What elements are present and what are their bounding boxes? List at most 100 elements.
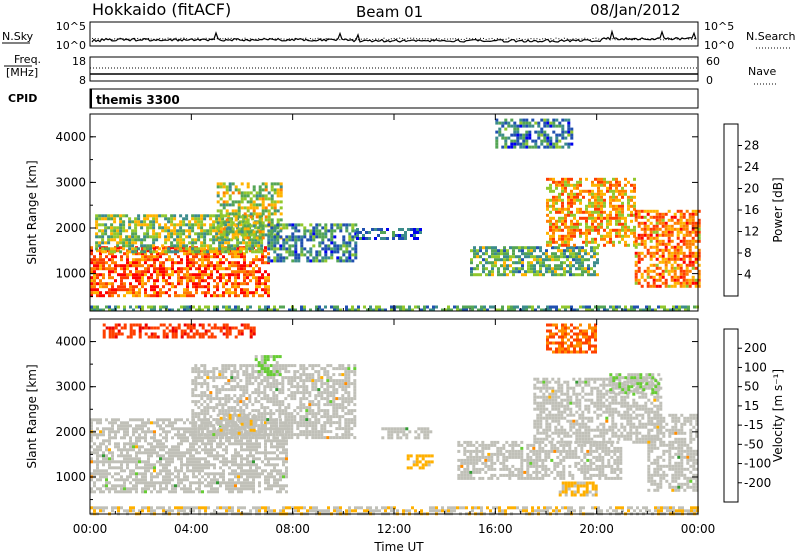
scatter-cell (96, 448, 99, 452)
scatter-cell (255, 276, 258, 280)
scatter-cell (170, 217, 174, 221)
scatter-cell (513, 308, 516, 312)
scatter-cell (243, 481, 246, 485)
scatter-cell (655, 221, 659, 225)
scatter-cell (269, 388, 273, 392)
scatter-cell (147, 481, 150, 485)
scatter-cell (209, 238, 213, 242)
scatter-cell (546, 201, 549, 205)
scatter-cell (593, 273, 596, 277)
scatter-cell (240, 233, 244, 237)
scatter-cell (108, 267, 111, 271)
scatter-cell (590, 255, 593, 259)
scatter-cell (664, 284, 668, 288)
scatter-cell (195, 261, 198, 265)
scatter-cell (191, 379, 195, 383)
scatter-cell (615, 305, 618, 309)
scatter-cell (470, 258, 473, 262)
scatter-cell (555, 308, 558, 312)
scatter-cell (495, 130, 499, 134)
scatter-cell (188, 226, 192, 230)
scatter-cell (282, 259, 286, 263)
freq-unit-label: [MHz] (6, 66, 38, 79)
scatter-cell (575, 273, 578, 277)
scatter-cell (597, 204, 600, 208)
scatter-cell (380, 228, 383, 231)
scatter-cell (147, 305, 150, 309)
scatter-cell (276, 238, 280, 242)
scatter-cell (266, 382, 270, 386)
scatter-cell (242, 385, 246, 389)
scatter-cell (615, 210, 618, 214)
scatter-cell (102, 463, 105, 467)
scatter-cell (252, 454, 255, 458)
scatter-cell (561, 133, 565, 137)
scatter-cell (147, 267, 150, 271)
scatter-cell (227, 397, 231, 401)
scatter-cell (272, 376, 276, 380)
scatter-cell (164, 235, 168, 239)
scatter-cell (618, 183, 621, 187)
scatter-cell (156, 276, 159, 280)
scatter-cell (694, 233, 698, 237)
scatter-cell (552, 237, 555, 241)
scatter-cell (200, 370, 204, 374)
scatter-cell (234, 279, 237, 283)
scatter-cell (585, 189, 588, 193)
scatter-cell (249, 481, 252, 485)
scatter-cell (257, 238, 261, 242)
scatter-cell (194, 433, 198, 437)
scatter-cell (108, 252, 111, 256)
scatter-cell (555, 305, 558, 309)
scatter-cell (249, 445, 252, 449)
scatter-cell (104, 214, 108, 218)
scatter-cell (150, 294, 153, 298)
scatter-cell (624, 222, 627, 226)
scatter-cell (618, 216, 621, 220)
scatter-cell (270, 218, 274, 222)
scatter-cell (273, 235, 277, 239)
scatter-cell (204, 305, 207, 309)
scatter-cell (649, 239, 653, 243)
scatter-cell (539, 270, 542, 274)
scatter-cell (697, 236, 701, 240)
scatter-cell (99, 445, 102, 449)
freq-strip: Freq. [MHz] 18 8 60 0 Nave (4, 53, 776, 87)
scatter-cell (637, 260, 641, 264)
scatter-cell (558, 237, 561, 241)
scatter-cell (170, 220, 174, 224)
scatter-cell (224, 247, 228, 251)
scatter-cell (110, 226, 114, 230)
scatter-cell (102, 294, 105, 298)
scatter-cell (697, 209, 701, 213)
scatter-cell (664, 263, 668, 267)
scatter-cell (104, 217, 108, 221)
scatter-cell (207, 264, 210, 268)
scatter-cell (339, 229, 343, 233)
scatter-cell (507, 308, 510, 312)
scatter-cell (144, 252, 147, 256)
scatter-cell (557, 249, 560, 253)
scatter-cell (96, 457, 99, 461)
scatter-cell (171, 258, 174, 262)
scatter-cell (110, 217, 114, 221)
scatter-cell (141, 252, 144, 256)
scatter-cell (694, 266, 698, 270)
scatter-cell (129, 264, 132, 268)
scatter-cell (664, 260, 668, 264)
scatter-cell (267, 197, 271, 201)
scatter-cell (135, 487, 138, 491)
scatter-cell (300, 241, 304, 245)
scatter-cell (129, 273, 132, 277)
scatter-cell (123, 285, 126, 289)
scatter-cell (606, 216, 609, 220)
scatter-cell (192, 460, 195, 464)
scatter-cell (153, 466, 156, 470)
scatter-cell (618, 210, 621, 214)
scatter-cell (231, 249, 234, 253)
scatter-cell (111, 418, 114, 422)
scatter-cell (519, 142, 523, 146)
scatter-cell (694, 221, 698, 225)
scatter-cell (546, 139, 550, 143)
scatter-cell (591, 222, 594, 226)
